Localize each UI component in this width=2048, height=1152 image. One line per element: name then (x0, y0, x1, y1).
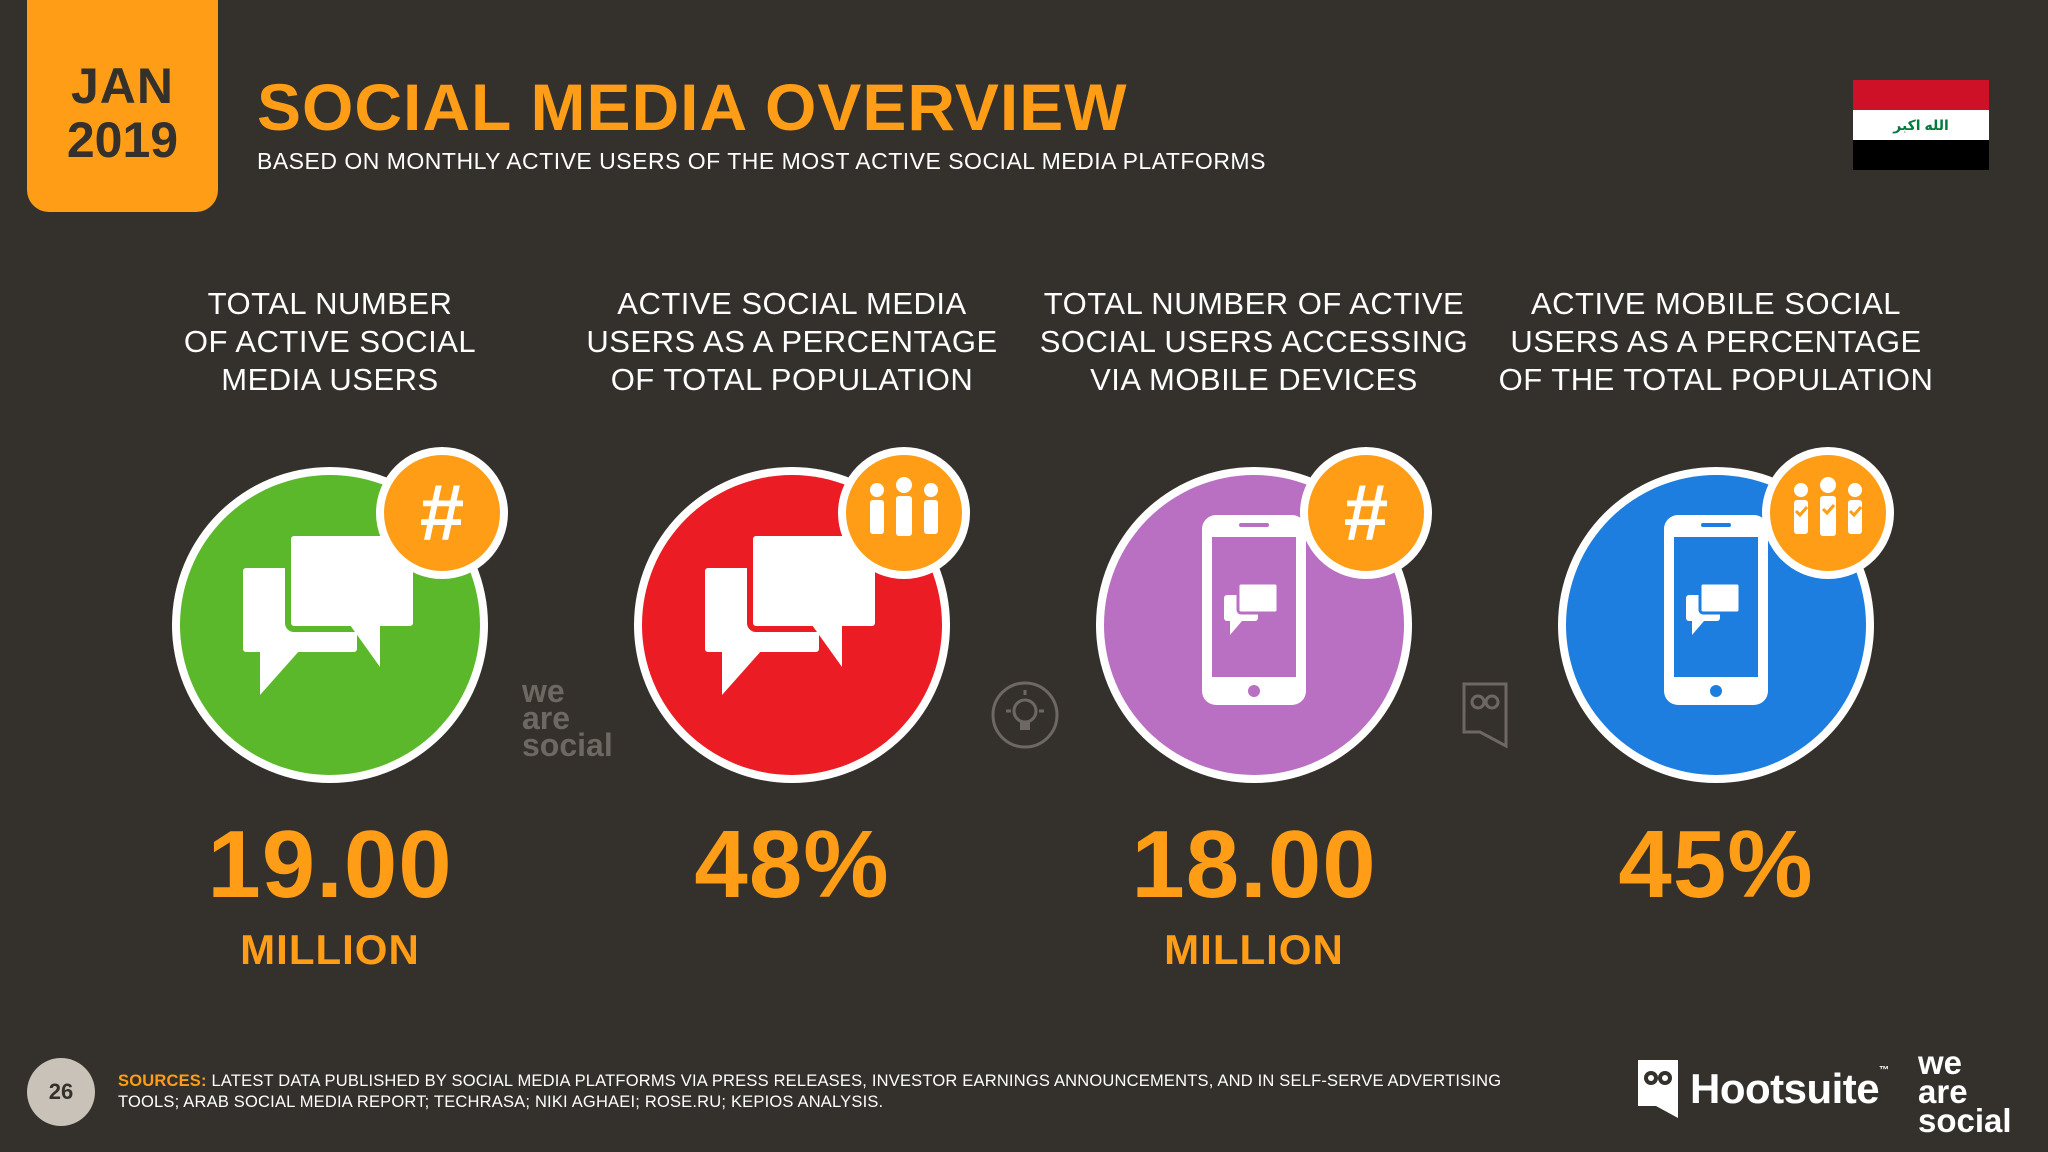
sources-note: SOURCES: LATEST DATA PUBLISHED BY SOCIAL… (118, 1071, 1558, 1113)
stat-value: 45% (1618, 811, 1814, 918)
stat-label: ACTIVE SOCIAL MEDIA USERS AS A PERCENTAG… (586, 286, 998, 397)
sources-lead: SOURCES: (118, 1072, 207, 1090)
stat-unit: MILLION (240, 926, 420, 973)
hootsuite-wordmark: Hootsuite™ (1690, 1065, 1889, 1112)
date-tab: JAN 2019 (27, 0, 218, 212)
we-are-social-logo: we are social (1918, 1044, 2012, 1139)
stat-icon-group: # (1034, 445, 1474, 785)
flag-red-band (1853, 80, 1989, 110)
stat-mobile-social-penetration: ACTIVE MOBILE SOCIAL USERS AS A PERCENTA… (1496, 285, 1936, 975)
page-title: SOCIAL MEDIA OVERVIEW (257, 70, 1128, 144)
svg-text:#: # (1344, 468, 1389, 557)
stat-icon-group: # (110, 445, 550, 785)
chat-bubbles-icon (634, 447, 970, 783)
stat-social-penetration: ACTIVE SOCIAL MEDIA USERS AS A PERCENTAG… (572, 285, 1012, 975)
stat-icon-group (1496, 445, 1936, 785)
mobile-chat-icon (1558, 447, 1894, 783)
chat-bubbles-icon: # (172, 447, 508, 783)
people-group-icon (870, 477, 938, 536)
date-month: JAN (70, 58, 175, 114)
stat-total-social-users: TOTAL NUMBER OF ACTIVE SOCIAL MEDIA USER… (110, 285, 550, 975)
people-check-icon (1794, 477, 1863, 536)
stat-value: 48% (694, 811, 890, 918)
svg-text:#: # (420, 468, 465, 557)
stat-value: 19.00 (207, 811, 453, 918)
stat-value: 18.00 (1131, 811, 1377, 918)
date-year: 2019 (66, 112, 179, 168)
stat-label: TOTAL NUMBER OF ACTIVE SOCIAL USERS ACCE… (1039, 286, 1469, 397)
we-are-social-watermark: we are social (522, 673, 613, 764)
flag-inscription: الله اكبر (1893, 116, 1949, 133)
stat-mobile-social-users: TOTAL NUMBER OF ACTIVE SOCIAL USERS ACCE… (1034, 285, 1474, 975)
hootsuite-owl-icon (1638, 1060, 1678, 1118)
lightbulb-icon (991, 681, 1059, 749)
hootsuite-owl-watermark-icon (1462, 682, 1508, 749)
flag-white-band: الله اكبر (1853, 110, 1989, 140)
flag-black-band (1853, 140, 1989, 170)
iraq-flag: الله اكبر (1853, 80, 1989, 170)
stat-unit: MILLION (1164, 926, 1344, 973)
hootsuite-logo: Hootsuite™ (1636, 1058, 1889, 1120)
sources-text: LATEST DATA PUBLISHED BY SOCIAL MEDIA PL… (118, 1072, 1502, 1111)
page-subtitle: BASED ON MONTHLY ACTIVE USERS OF THE MOS… (257, 148, 1266, 174)
stat-icon-group (572, 445, 1012, 785)
stat-label: TOTAL NUMBER OF ACTIVE SOCIAL MEDIA USER… (183, 286, 477, 397)
page-number: 26 (27, 1058, 95, 1126)
mobile-chat-icon: # (1096, 447, 1432, 783)
stat-label: ACTIVE MOBILE SOCIAL USERS AS A PERCENTA… (1498, 286, 1934, 397)
